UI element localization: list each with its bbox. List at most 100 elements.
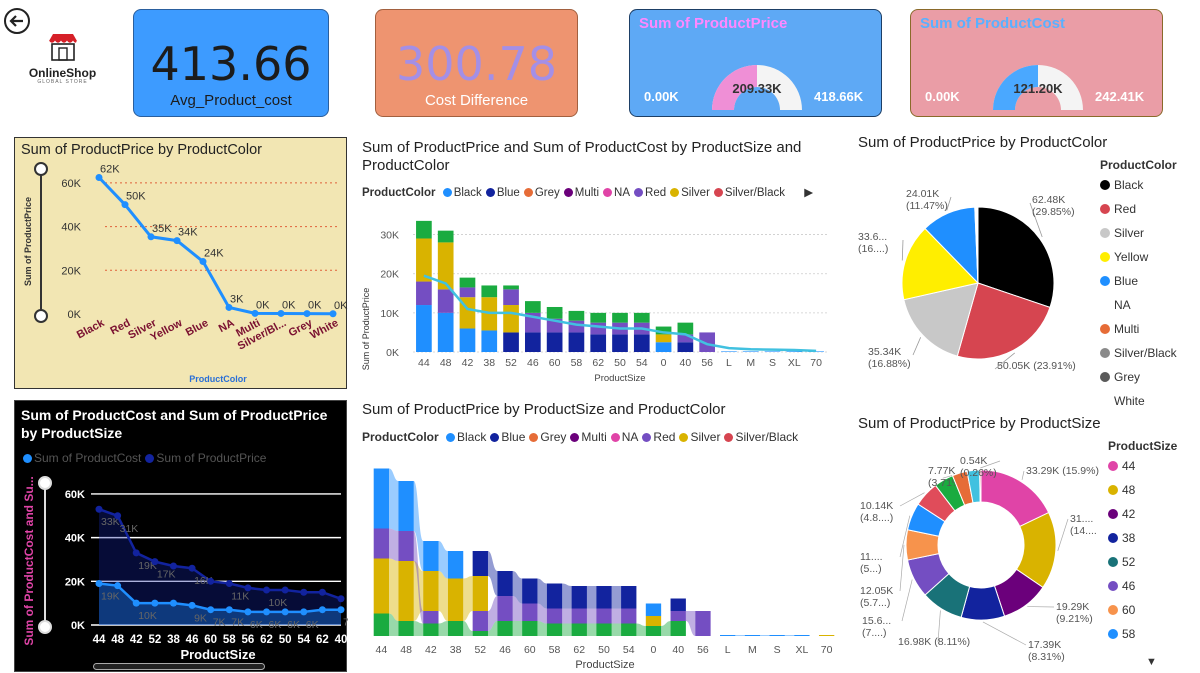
area-xtick-9: 62	[260, 634, 273, 646]
donut-legend-dot-0	[1108, 461, 1118, 471]
ribbon-link-3-0	[463, 621, 473, 636]
pie-legend-item-6[interactable]: Multi	[1100, 317, 1177, 341]
area-fill-1	[99, 509, 341, 625]
line-slider-handle-top	[34, 162, 48, 176]
donut-legend-item-5[interactable]: 46	[1108, 574, 1177, 598]
donut-legend: ProductSize 44 48 42 38 52 46 60 58	[1108, 438, 1177, 646]
ribbon-link-9-2	[611, 586, 622, 609]
area-point-0-13	[337, 606, 345, 614]
pie-legend-item-4[interactable]: Blue	[1100, 269, 1177, 293]
line-point-0	[95, 174, 103, 182]
area-xtick-10: 50	[279, 634, 292, 646]
donut-legend-label-6: 60	[1122, 603, 1136, 617]
area-point-1-10	[281, 586, 289, 594]
stacked-legend-dot-5	[634, 188, 644, 197]
donut-leader-7	[899, 515, 911, 558]
pie-legend-item-7[interactable]: Silver/Black	[1100, 341, 1177, 365]
area-data-label-0-0: 19K	[101, 590, 120, 602]
donut-legend-label-3: 38	[1122, 531, 1136, 545]
stacked-bar-9-seg-0	[612, 334, 628, 352]
ribbon-link-0-0	[389, 613, 399, 636]
area-xtick-4: 38	[167, 634, 180, 646]
ribbon-link-2-3	[438, 541, 448, 579]
ribbon-bar-4-seg-2	[472, 576, 488, 611]
donut-legend-dot-1	[1108, 485, 1118, 495]
stacked-bar-1-seg-3	[437, 230, 454, 243]
back-button[interactable]	[3, 7, 31, 35]
pie-legend-label-3: Yellow	[1114, 250, 1149, 264]
pie-chart-svg: 62.48K(29.85%) 50.05K (23.91%) 35.34K(16.8…	[858, 188, 1076, 372]
area-point-1-13	[337, 595, 345, 603]
stacked-line-series	[423, 274, 817, 353]
area-point-0-1	[114, 582, 122, 590]
ribbon-bar-0-seg-3	[373, 468, 390, 529]
stacked-legend-label-3: Multi	[574, 187, 600, 199]
area-xtick-12: 62	[316, 634, 329, 646]
donut-legend-dot-4	[1108, 557, 1118, 567]
stacked-bar-11-seg-2	[655, 326, 672, 335]
stacked-legend-title: ProductColor	[362, 187, 436, 199]
ribbon-bar-2-seg-2	[423, 571, 439, 611]
pie-legend-label-7: Silver/Black	[1114, 346, 1177, 360]
stacked-bar-18-seg-0	[808, 351, 824, 352]
pie-legend-item-9[interactable]: White	[1100, 389, 1177, 413]
ribbon-legend-dot-3	[570, 433, 580, 442]
pie-legend-item-3[interactable]: Yellow	[1100, 245, 1177, 269]
donut-slice-12	[979, 469, 982, 503]
donut-label2-12: (0.26%)	[960, 467, 997, 479]
ribbon-link-4-1	[487, 596, 498, 631]
ribbon-bar-9-seg-0	[596, 623, 612, 636]
ribbon-xtick-8: 62	[573, 644, 585, 656]
stacked-bar-2-seg-2	[459, 287, 476, 298]
donut-label2-6: (5.7...)	[860, 597, 890, 609]
line-xtick-5: NA	[217, 317, 237, 335]
area-slider-handle-top	[38, 476, 52, 490]
donut-legend-item-3[interactable]: 38	[1108, 526, 1177, 550]
stacked-xtick-15: M	[746, 357, 755, 369]
ribbon-link-7-0	[562, 623, 572, 636]
donut-legend-item-6[interactable]: 60	[1108, 598, 1177, 622]
donut-legend-label-0: 44	[1122, 459, 1136, 473]
ribbon-bar-1-seg-2	[398, 531, 414, 561]
stacked-bar-10-seg-0	[633, 334, 650, 352]
donut-chart-svg: 33.29K (15.9%) 31....(14.... 19.29K(9.21%)…	[860, 455, 1099, 663]
pie-legend-dot-0	[1100, 180, 1110, 190]
area-ytick-0: 0K	[71, 620, 85, 632]
donut-legend-scroll-down[interactable]: ▼	[1146, 656, 1157, 668]
pie-legend-item-5[interactable]: NA	[1100, 293, 1177, 317]
legend-next-arrow[interactable]: ▶	[804, 187, 814, 199]
area-scrollbar[interactable]	[93, 663, 265, 670]
area-legend-dot-1	[145, 454, 155, 463]
ribbon-bar-5-seg-1	[497, 596, 513, 621]
area-data-label-0-10: 6K	[287, 619, 300, 631]
donut-legend-item-4[interactable]: 52	[1108, 550, 1177, 574]
ribbon-bar-3-seg-1	[447, 578, 464, 621]
gauge-cost-arc	[993, 65, 1083, 110]
donut-legend-item-2[interactable]: 42	[1108, 502, 1177, 526]
stacked-bar-0-seg-1	[416, 281, 432, 306]
donut-legend-item-0[interactable]: 44	[1108, 454, 1177, 478]
pie-legend-dot-2	[1100, 228, 1110, 238]
donut-label-0: 33.29K (15.9%)	[1026, 465, 1099, 477]
pie-legend-item-1[interactable]: Red	[1100, 197, 1177, 221]
ribbon-chart-title: Sum of ProductPrice by ProductSize and P…	[362, 401, 726, 418]
gauge-price-value: 209.33K	[732, 81, 782, 96]
pie-legend-item-8[interactable]: Grey	[1100, 365, 1177, 389]
donut-label-9: 7.77K	[928, 465, 955, 477]
pie-legend-item-2[interactable]: Silver	[1100, 221, 1177, 245]
area-data-label-0-6: 7K	[213, 617, 226, 629]
ribbon-link-6-0	[537, 621, 547, 636]
stacked-bar-1-seg-2	[437, 242, 454, 290]
line-point-8	[303, 310, 311, 318]
donut-legend-item-7[interactable]: 58	[1108, 622, 1177, 646]
ribbon-bar-12-seg-2	[670, 598, 686, 611]
stacked-bar-6-seg-0	[546, 332, 563, 352]
stacked-bar-2-seg-0	[459, 328, 476, 352]
stacked-ytick-1: 10K	[380, 308, 399, 320]
gauge-card-cost: Sum of ProductCost 0.00K 121.20K 242.41K	[910, 9, 1163, 117]
donut-legend-item-1[interactable]: 48	[1108, 478, 1177, 502]
ribbon-bar-10-seg-1	[621, 608, 637, 624]
line-point-3	[173, 237, 181, 245]
pie-legend-item-0[interactable]: Black	[1100, 173, 1177, 197]
kpi-cost-diff-label: Cost Difference	[424, 92, 529, 109]
